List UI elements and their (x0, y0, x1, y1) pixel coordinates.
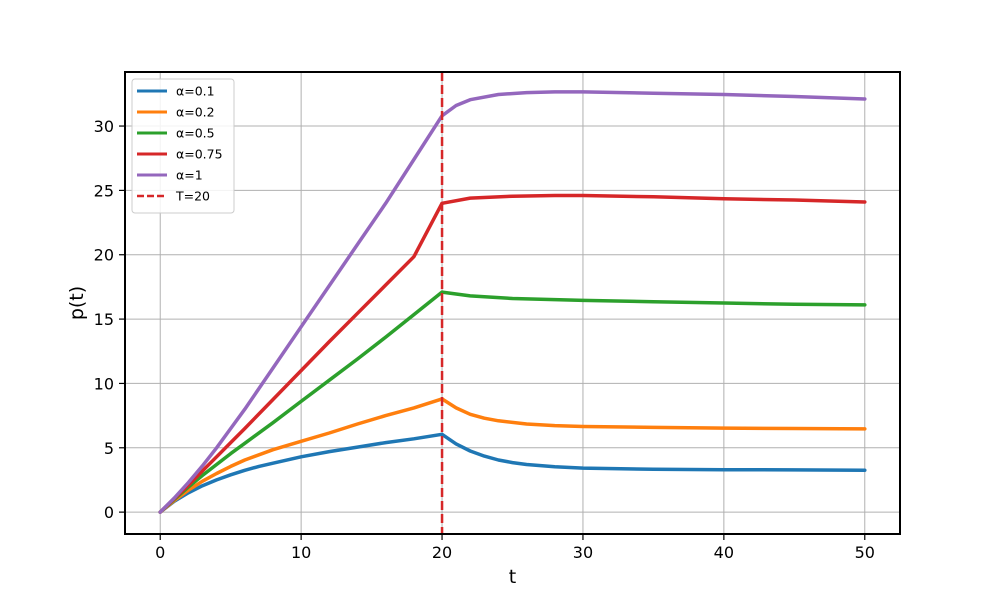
ticks: 0 10 20 30 40 50 0 5 10 15 20 25 30 (94, 117, 875, 562)
series-line-2 (158, 290, 867, 514)
legend-label: α=0.2 (176, 105, 215, 120)
x-tick-label: 50 (855, 543, 875, 562)
series-group (158, 90, 867, 514)
legend-label: α=0.1 (176, 84, 215, 99)
y-tick-label: 30 (94, 117, 114, 136)
y-axis-label: p(t) (66, 286, 88, 320)
y-tick-label: 10 (94, 374, 114, 393)
y-tick-label: 5 (104, 439, 114, 458)
legend-label: T=20 (175, 189, 210, 204)
legend-label: α=1 (176, 168, 203, 183)
series-line-3 (158, 193, 867, 514)
y-tick-label: 15 (94, 310, 114, 329)
series-line-0 (158, 432, 867, 514)
x-tick-label: 0 (155, 543, 165, 562)
y-tick-label: 20 (94, 246, 114, 265)
series-line-4 (158, 90, 867, 514)
plot-frame (124, 71, 901, 535)
x-tick-label: 30 (573, 543, 593, 562)
legend: α=0.1 α=0.2 α=0.5 α=0.75 α=1 T=20 (131, 78, 235, 214)
y-tick-label: 25 (94, 181, 114, 200)
legend-label: α=0.75 (176, 147, 223, 162)
legend-label: α=0.5 (176, 126, 215, 141)
y-tick-label: 0 (104, 503, 114, 522)
x-tick-label: 20 (432, 543, 452, 562)
x-tick-label: 40 (714, 543, 734, 562)
series-line-1 (158, 397, 867, 514)
x-axis-label: t (509, 566, 516, 588)
x-tick-label: 10 (291, 543, 311, 562)
